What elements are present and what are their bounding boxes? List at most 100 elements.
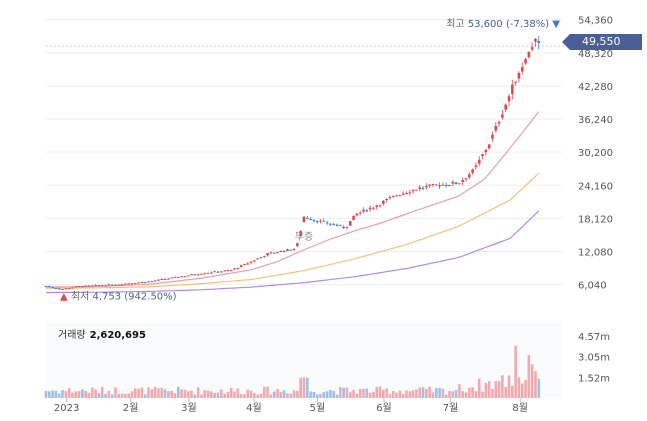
candle-body bbox=[507, 96, 511, 102]
candle-body bbox=[378, 205, 382, 207]
candle-body bbox=[471, 169, 474, 173]
volume-bar bbox=[173, 393, 177, 398]
candle-body bbox=[365, 210, 369, 212]
volume-bar bbox=[44, 390, 48, 398]
candle-body bbox=[477, 159, 481, 164]
volume-bar bbox=[497, 381, 501, 398]
volume-bar bbox=[378, 386, 382, 398]
volume-bar bbox=[223, 393, 226, 398]
volume-bar bbox=[342, 387, 345, 398]
time-tick-label: 4월 bbox=[246, 402, 262, 414]
volume-bar bbox=[299, 377, 302, 398]
candle-body bbox=[468, 174, 471, 178]
volume-bar bbox=[312, 392, 316, 398]
volume-bar bbox=[375, 386, 379, 398]
candle-body bbox=[342, 226, 345, 229]
volume-bar bbox=[464, 392, 468, 398]
volume-bar bbox=[133, 388, 137, 398]
time-tick-label: 5월 bbox=[310, 402, 326, 414]
candle-body bbox=[143, 282, 147, 284]
candle-body bbox=[74, 286, 78, 288]
candle-body bbox=[329, 223, 332, 225]
volume-bar bbox=[514, 345, 517, 398]
volume-bar bbox=[120, 393, 124, 398]
volume-bar bbox=[501, 375, 504, 398]
volume-bar bbox=[507, 375, 511, 398]
price-tick-label: 18,120 bbox=[578, 214, 613, 225]
volume-bar bbox=[332, 390, 336, 398]
candle-body bbox=[411, 189, 415, 192]
candle-body bbox=[395, 195, 398, 197]
volume-bar bbox=[167, 390, 170, 398]
volume-bar bbox=[524, 380, 527, 398]
volume-bar bbox=[249, 390, 253, 398]
candle-body bbox=[530, 47, 534, 50]
volume-bar bbox=[216, 392, 220, 398]
candle-body bbox=[67, 288, 71, 290]
time-tick-label: 2023 bbox=[54, 403, 79, 414]
candle-body bbox=[100, 285, 104, 287]
volume-bar bbox=[157, 388, 160, 398]
candle-body bbox=[504, 104, 508, 110]
volume-bar bbox=[365, 388, 369, 398]
volume-bar bbox=[206, 390, 210, 398]
volume-bar bbox=[484, 382, 488, 398]
volume-bar bbox=[481, 391, 484, 398]
candle-body bbox=[520, 66, 524, 72]
candle-body bbox=[325, 222, 329, 224]
candle-body bbox=[418, 187, 422, 190]
candle-body bbox=[355, 213, 359, 216]
candle-body bbox=[421, 187, 425, 189]
candle-body bbox=[537, 41, 541, 43]
candle-body bbox=[246, 263, 250, 265]
volume-bar bbox=[348, 392, 352, 398]
candle-body bbox=[233, 268, 236, 270]
moving-average-lines bbox=[46, 111, 540, 294]
volume-bar bbox=[434, 388, 438, 398]
price-grid bbox=[46, 19, 562, 286]
candle-body bbox=[200, 273, 203, 275]
candle-body bbox=[332, 224, 336, 226]
volume-bar bbox=[190, 390, 193, 398]
volume-bar bbox=[239, 393, 243, 398]
candle-body bbox=[226, 270, 230, 272]
volume-bar bbox=[48, 391, 51, 398]
candle-body bbox=[319, 220, 322, 222]
volume-bar bbox=[421, 387, 425, 398]
candle-body bbox=[157, 279, 160, 281]
candle-body bbox=[279, 250, 283, 252]
volume-bar bbox=[355, 393, 359, 398]
volume-bar bbox=[319, 393, 322, 398]
volume-bar bbox=[474, 391, 478, 398]
candle-body bbox=[299, 230, 302, 236]
candle-body bbox=[180, 276, 183, 278]
volume-bar bbox=[124, 394, 127, 398]
candle-body bbox=[266, 253, 269, 256]
time-tick-label: 8월 bbox=[512, 402, 528, 414]
volume-bar bbox=[345, 387, 349, 398]
candle-body bbox=[358, 212, 362, 214]
candle-body bbox=[292, 249, 296, 251]
candle-body bbox=[431, 183, 435, 185]
volume-bar bbox=[487, 381, 491, 398]
volume-bar bbox=[276, 389, 279, 398]
candle-body bbox=[243, 264, 246, 266]
candle-body bbox=[61, 289, 64, 291]
candle-body bbox=[444, 184, 448, 186]
volume-bar bbox=[477, 378, 481, 398]
volume-bar bbox=[54, 390, 58, 398]
volume-bar bbox=[428, 386, 431, 398]
price-axis: 54,360 48,320 42,280 36,240 30,200 24,160 18,1… bbox=[578, 16, 613, 292]
candle-body bbox=[382, 200, 385, 204]
candle-body bbox=[362, 209, 365, 212]
high-price-value: 53,600 (-7.38%) bbox=[465, 19, 550, 30]
volume-bar bbox=[329, 389, 332, 398]
candle-body bbox=[454, 182, 458, 184]
volume-bar bbox=[81, 389, 84, 398]
candle-body bbox=[71, 287, 74, 289]
candle-body bbox=[517, 72, 521, 79]
event-label: 무증 bbox=[295, 231, 313, 243]
candle-body bbox=[441, 184, 445, 186]
candle-body bbox=[120, 284, 124, 286]
